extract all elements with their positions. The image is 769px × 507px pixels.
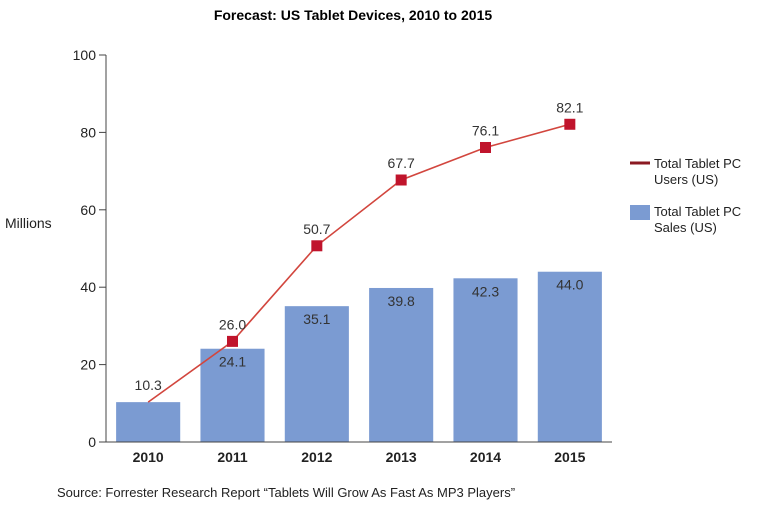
legend-label: Total Tablet PC bbox=[654, 156, 741, 171]
x-tick-label: 2013 bbox=[386, 449, 417, 465]
source-note: Source: Forrester Research Report “Table… bbox=[57, 485, 515, 500]
line-data-label: 26.0 bbox=[219, 316, 246, 332]
y-tick-label: 40 bbox=[80, 279, 96, 295]
y-tick-label: 60 bbox=[80, 202, 96, 218]
line-data-label: 50.7 bbox=[303, 221, 330, 237]
y-tick-label: 100 bbox=[73, 47, 97, 63]
line-marker bbox=[227, 335, 238, 347]
legend-label: Sales (US) bbox=[654, 220, 717, 235]
bar bbox=[453, 278, 518, 442]
bar bbox=[284, 306, 349, 442]
y-tick-label: 20 bbox=[80, 357, 96, 373]
bar bbox=[369, 287, 434, 442]
line-series: 26.0 50.7 67.7 76.1 82.1 bbox=[147, 99, 584, 403]
bar-data-label: 24.1 bbox=[219, 354, 246, 370]
line-data-label: 76.1 bbox=[472, 122, 499, 138]
bar-data-label: 44.0 bbox=[556, 277, 583, 293]
line-marker bbox=[311, 240, 323, 252]
bar-data-label: 10.3 bbox=[135, 377, 162, 393]
line-data-label: 82.1 bbox=[556, 99, 583, 115]
bar-data-label: 39.8 bbox=[388, 293, 415, 309]
legend-bar-swatch bbox=[630, 205, 650, 220]
bar-data-label: 35.1 bbox=[303, 311, 330, 327]
y-tick-label: 80 bbox=[80, 124, 96, 140]
bar bbox=[116, 402, 181, 442]
line-marker bbox=[564, 118, 576, 130]
bar-series: 10.3 24.1 35.1 39.8 42.3 44.0 bbox=[116, 271, 602, 442]
legend-label: Users (US) bbox=[654, 172, 718, 187]
line-marker bbox=[395, 174, 407, 186]
x-tick-label: 2012 bbox=[301, 449, 332, 465]
line-data-label: 67.7 bbox=[388, 155, 415, 171]
x-tick-label: 2015 bbox=[554, 449, 585, 465]
users-line bbox=[147, 123, 571, 403]
x-tick-label: 2010 bbox=[133, 449, 164, 465]
line-marker bbox=[480, 141, 491, 153]
x-tick-label: 2011 bbox=[217, 449, 248, 465]
chart-title: Forecast: US Tablet Devices, 2010 to 201… bbox=[214, 7, 493, 23]
bar bbox=[537, 271, 602, 442]
y-tick-label: 0 bbox=[88, 434, 96, 450]
x-axis: 2010 2011 2012 2013 2014 2015 bbox=[106, 441, 612, 465]
bar-data-label: 42.3 bbox=[472, 283, 499, 299]
bar bbox=[200, 348, 265, 442]
x-tick-label: 2014 bbox=[470, 449, 501, 465]
legend-label: Total Tablet PC bbox=[654, 204, 741, 219]
y-axis-label: Millions bbox=[5, 215, 52, 231]
y-axis: 0 20 40 60 80 100 bbox=[73, 47, 107, 450]
